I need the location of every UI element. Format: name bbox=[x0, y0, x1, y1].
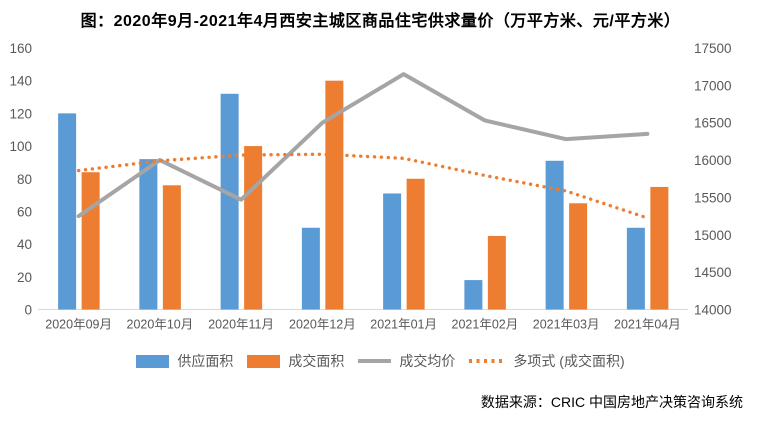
transaction-bar bbox=[487, 235, 506, 310]
supply-bar bbox=[464, 280, 483, 310]
legend-item-avg-price: 成交均价 bbox=[358, 351, 455, 371]
transaction-bar bbox=[81, 172, 100, 310]
left-axis-tick-label: 0 bbox=[24, 303, 32, 318]
trendline-legend-swatch bbox=[469, 359, 506, 363]
x-axis-category-label: 2021年01月 bbox=[370, 318, 437, 332]
right-axis-tick-label: 15000 bbox=[694, 228, 732, 243]
source-text: 数据来源：CRIC 中国房地产决策咨询系统 bbox=[480, 394, 743, 410]
chart-title: 图：2020年9月-2021年4月西安主城区商品住宅供求量价（万平方米、元/平方… bbox=[80, 13, 681, 30]
transaction-bar bbox=[406, 178, 425, 310]
left-axis-tick-label: 80 bbox=[17, 172, 32, 187]
x-axis-category-label: 2021年03月 bbox=[533, 318, 600, 332]
right-axis-tick-label: 16500 bbox=[694, 116, 732, 131]
supply-bar bbox=[220, 93, 239, 310]
x-axis-category-label: 2020年12月 bbox=[289, 318, 356, 332]
transaction-bar bbox=[569, 203, 588, 310]
transaction-legend-label: 成交面积 bbox=[288, 353, 345, 369]
right-axis-tick-label: 14000 bbox=[694, 303, 732, 318]
transaction-bar bbox=[325, 80, 344, 310]
avg-price-line bbox=[76, 72, 650, 219]
trendline-dotted-line bbox=[76, 152, 650, 220]
supply-bar bbox=[383, 193, 402, 310]
x-axis-category-label: 2020年10月 bbox=[127, 318, 194, 332]
supply-bar bbox=[301, 227, 320, 310]
right-axis-tick-label: 17000 bbox=[694, 78, 732, 93]
avg-price-legend-label: 成交均价 bbox=[399, 353, 456, 369]
transaction-legend-swatch bbox=[247, 354, 281, 368]
supply-bar bbox=[139, 159, 158, 310]
left-axis-tick-label: 140 bbox=[9, 74, 32, 89]
transaction-bar bbox=[162, 185, 181, 310]
supply-legend-swatch bbox=[136, 354, 170, 368]
supply-legend-label: 供应面积 bbox=[177, 353, 234, 369]
left-axis-tick-label: 40 bbox=[17, 237, 32, 252]
left-axis-tick-label: 160 bbox=[9, 41, 32, 56]
right-axis-tick-label: 17500 bbox=[694, 41, 732, 56]
transaction-bar bbox=[244, 146, 263, 310]
right-axis-tick-label: 15500 bbox=[694, 190, 732, 205]
left-axis-tick-label: 60 bbox=[17, 204, 32, 219]
legend-item-trendline: 多项式 (成交面积) bbox=[469, 351, 625, 371]
right-axis-tick-label: 14500 bbox=[694, 265, 732, 280]
right-axis-tick-label: 16000 bbox=[694, 153, 732, 168]
x-axis-category-label: 2020年11月 bbox=[208, 318, 274, 332]
left-axis-tick-label: 100 bbox=[9, 139, 32, 154]
x-axis-category-label: 2020年09月 bbox=[45, 318, 112, 332]
trendline-legend-label: 多项式 (成交面积) bbox=[513, 353, 625, 369]
transaction-bar bbox=[650, 186, 669, 310]
left-axis-tick-label: 120 bbox=[9, 106, 32, 121]
left-axis-tick-label: 20 bbox=[17, 270, 32, 285]
x-axis-category-label: 2021年04月 bbox=[614, 318, 681, 332]
legend-item-transaction: 成交面积 bbox=[247, 351, 344, 371]
supply-bar bbox=[58, 113, 77, 310]
avg-price-legend-swatch bbox=[358, 359, 392, 363]
legend-item-supply: 供应面积 bbox=[136, 351, 233, 371]
supply-bar bbox=[545, 160, 564, 310]
x-axis-category-label: 2021年02月 bbox=[452, 318, 519, 332]
supply-bar bbox=[626, 227, 645, 310]
combo-chart: 0 20 40 60 80 100 120 140 160 14000 14500 15000 1550… bbox=[9, 41, 732, 332]
chart-legend: 供应面积 成交面积 成交均价 多项式 (成交面积) bbox=[0, 351, 761, 371]
